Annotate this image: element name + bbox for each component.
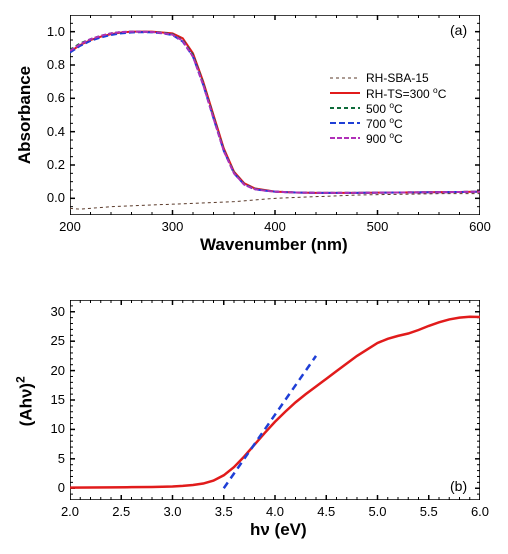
legend-item: RH-SBA-15 <box>330 70 446 85</box>
ytick-label: 0.6 <box>35 90 65 105</box>
xtick-label: 4.0 <box>260 504 290 519</box>
ytick-label: 0 <box>35 480 65 495</box>
legend-label: 500 oC <box>366 100 403 116</box>
legend-label: RH-TS=300 oC <box>366 85 446 101</box>
xtick-label: 300 <box>158 219 188 234</box>
ytick-label: 10 <box>35 421 65 436</box>
xtick-label: 2.0 <box>55 504 85 519</box>
xtick-label: 200 <box>55 219 85 234</box>
legend-swatch <box>330 102 360 114</box>
panel-b-letter: (b) <box>450 478 467 494</box>
xtick-label: 3.5 <box>209 504 239 519</box>
xtick-label: 2.5 <box>106 504 136 519</box>
legend-swatch <box>330 132 360 144</box>
series-tauc-curve <box>70 317 480 488</box>
xtick-label: 500 <box>363 219 393 234</box>
panel-a-ylabel: Absorbance <box>15 65 35 165</box>
figure: Absorbance Wavenumber (nm) (a) RH-SBA-15… <box>0 0 508 554</box>
xtick-label: 5.0 <box>363 504 393 519</box>
legend-label: 700 oC <box>366 115 403 131</box>
panel-a-letter: (a) <box>450 22 467 38</box>
legend-item: 500 oC <box>330 100 446 115</box>
legend-item: 900 oC <box>330 130 446 145</box>
series-RH-SBA-15 <box>70 194 480 210</box>
ytick-label: 5 <box>35 451 65 466</box>
xtick-label: 4.5 <box>311 504 341 519</box>
panel-b <box>70 300 480 500</box>
legend-label: 900 oC <box>366 130 403 146</box>
xtick-label: 5.5 <box>414 504 444 519</box>
ytick-label: 0.4 <box>35 124 65 139</box>
ytick-label: 20 <box>35 363 65 378</box>
panel-a-legend: RH-SBA-15RH-TS=300 oC500 oC700 oC900 oC <box>330 70 446 145</box>
xtick-label: 600 <box>465 219 495 234</box>
ytick-label: 0.8 <box>35 57 65 72</box>
ytick-label: 1.0 <box>35 24 65 39</box>
panel-a-xlabel: Wavenumber (nm) <box>200 235 348 255</box>
xtick-label: 6.0 <box>465 504 495 519</box>
legend-item: 700 oC <box>330 115 446 130</box>
legend-item: RH-TS=300 oC <box>330 85 446 100</box>
xtick-label: 3.0 <box>158 504 188 519</box>
ytick-label: 0.0 <box>35 190 65 205</box>
ytick-label: 15 <box>35 392 65 407</box>
xtick-label: 400 <box>260 219 290 234</box>
legend-swatch <box>330 72 360 84</box>
legend-swatch <box>330 87 360 99</box>
legend-swatch <box>330 117 360 129</box>
ytick-label: 25 <box>35 333 65 348</box>
legend-label: RH-SBA-15 <box>366 71 429 85</box>
panel-b-plot <box>70 300 480 500</box>
series-tauc-linear-fit <box>224 356 316 488</box>
panel-b-xlabel: hν (eV) <box>250 520 307 540</box>
panel-b-ylabel: (Ahν)2 <box>14 361 37 441</box>
ytick-label: 0.2 <box>35 157 65 172</box>
ytick-label: 30 <box>35 304 65 319</box>
